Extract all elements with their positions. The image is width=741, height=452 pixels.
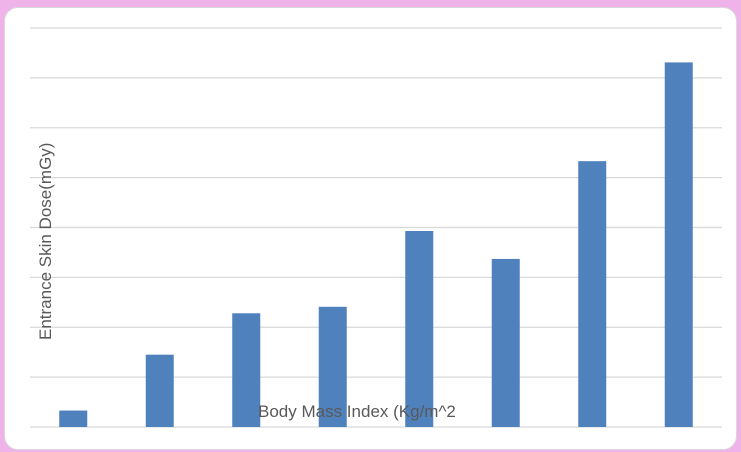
bar-8: [664, 62, 693, 427]
bar-6: [491, 258, 520, 427]
x-axis-label: Body Mass Index (Kg/m^2: [258, 402, 456, 421]
chart-frame: [4, 7, 737, 450]
bars: [59, 62, 693, 427]
bar-1: [59, 410, 88, 427]
bar-7: [578, 161, 607, 427]
y-axis-label: Entrance Skin Dose(mGy): [36, 142, 55, 340]
bar-3: [232, 313, 261, 427]
bar-4: [318, 306, 347, 427]
bar-5: [405, 230, 434, 427]
bar-2: [145, 354, 174, 427]
grid-lines: [30, 27, 722, 428]
